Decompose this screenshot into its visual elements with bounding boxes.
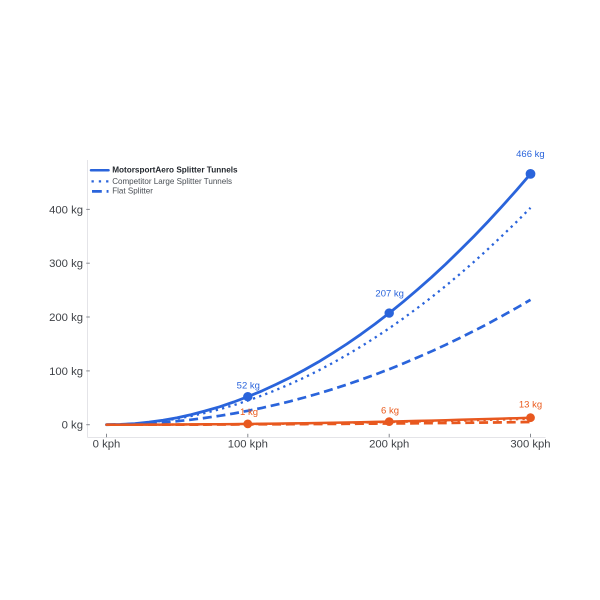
svg-text:400 kg: 400 kg (49, 204, 83, 216)
svg-text:0 kph: 0 kph (93, 439, 121, 451)
svg-text:100 kg: 100 kg (49, 366, 83, 378)
svg-text:200 kph: 200 kph (369, 439, 409, 451)
svg-text:300 kg: 300 kg (49, 258, 83, 270)
svg-text:13 kg: 13 kg (519, 400, 542, 411)
svg-text:200 kg: 200 kg (49, 312, 83, 324)
svg-text:466 kg: 466 kg (516, 149, 545, 160)
svg-text:Flat Splitter: Flat Splitter (112, 186, 153, 195)
svg-text:52 kg: 52 kg (237, 380, 260, 391)
svg-text:MotorsportAero Splitter Tunnel: MotorsportAero Splitter Tunnels (112, 166, 238, 175)
svg-text:207 kg: 207 kg (375, 288, 404, 299)
svg-text:300 kph: 300 kph (510, 439, 550, 451)
svg-text:0 kg: 0 kg (62, 420, 83, 432)
svg-text:6 kg: 6 kg (381, 405, 399, 416)
svg-text:Competitor Large Splitter Tunn: Competitor Large Splitter Tunnels (112, 177, 232, 186)
svg-text:1 kg: 1 kg (240, 407, 258, 418)
svg-text:100 kph: 100 kph (228, 439, 268, 451)
